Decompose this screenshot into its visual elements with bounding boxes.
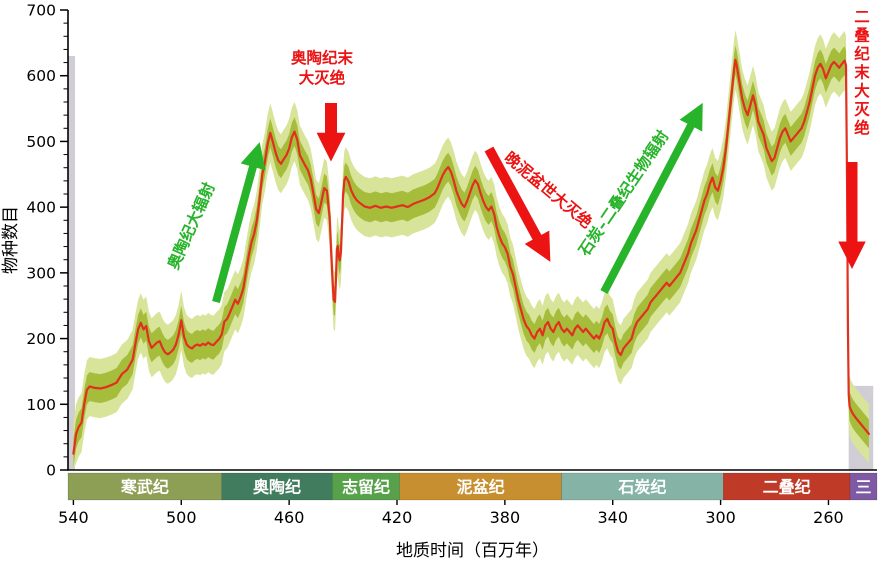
x-tick-label: 260 <box>813 508 844 527</box>
period-label-devonian: 泥盆纪 <box>457 478 505 497</box>
period-label-triassic: 三 <box>856 478 872 497</box>
y-tick-label: 700 <box>26 2 56 20</box>
y-tick-label: 100 <box>26 396 56 414</box>
y-tick-label: 500 <box>26 133 56 151</box>
ordovician-radiation-label: 奥陶纪大辐射 <box>163 179 218 272</box>
x-tick-label: 500 <box>166 508 197 527</box>
period-label-ordovician: 奥陶纪 <box>253 478 301 497</box>
period-label-carboniferous: 石炭纪 <box>617 478 666 497</box>
period-band-permian <box>723 472 851 501</box>
x-tick-label: 300 <box>705 508 736 527</box>
ordovician-radiation-arrow <box>212 142 266 304</box>
edge-uncertainty-band <box>68 56 76 470</box>
confidence-band-inner <box>73 45 869 468</box>
period-band-carboniferous <box>561 472 724 501</box>
carboniferous-permian-radiation-arrow <box>600 102 703 294</box>
y-axis-title: 物种数目 <box>1 206 21 274</box>
period-band-triassic <box>849 472 878 501</box>
late-devonian-extinction-arrow <box>484 146 551 262</box>
species-count-line <box>72 58 871 455</box>
period-label-cambrian: 寒武纪 <box>120 478 169 497</box>
x-tick-label: 460 <box>274 508 305 527</box>
period-label-silurian: 志留纪 <box>342 478 390 497</box>
end-permian-extinction-label: 二叠纪末大灭绝 <box>853 8 870 137</box>
y-tick-label: 300 <box>26 264 56 282</box>
y-tick-label: 600 <box>26 67 56 85</box>
end-ordovician-extinction-label: 奥陶纪末大灭绝 <box>291 48 354 87</box>
period-label-permian: 二叠纪 <box>763 478 811 497</box>
period-band-silurian <box>332 472 400 501</box>
y-tick-label: 400 <box>26 199 56 217</box>
x-axis-title: 地质时间（百万年） <box>396 541 549 561</box>
y-tick-label: 200 <box>26 330 56 348</box>
period-band-cambrian <box>67 472 222 501</box>
x-tick-label: 540 <box>58 508 89 527</box>
period-band-devonian <box>399 472 562 501</box>
x-tick-label: 340 <box>597 508 628 527</box>
x-tick-label: 380 <box>490 508 521 527</box>
x-tick-label: 420 <box>382 508 413 527</box>
y-tick-label: 0 <box>46 462 56 480</box>
